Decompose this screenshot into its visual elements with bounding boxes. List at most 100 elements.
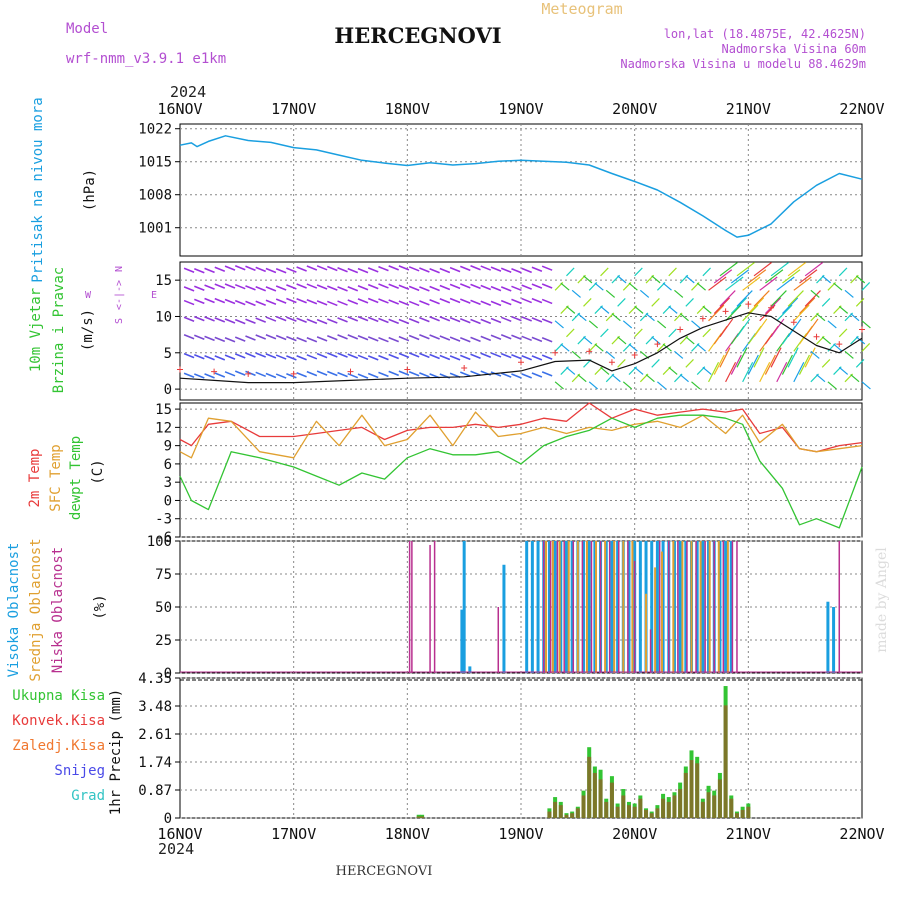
wind-arrow	[804, 290, 821, 307]
wind-arrow	[194, 373, 205, 379]
wind-arrow	[419, 300, 430, 306]
wind-arrow	[702, 328, 711, 338]
conv-precip-bar	[644, 809, 649, 818]
wind-arrow	[286, 267, 297, 273]
wind-arrow	[838, 267, 848, 277]
wind-arrow	[306, 318, 318, 324]
wind-arrow	[691, 381, 701, 390]
wind-gust-mark	[745, 301, 752, 308]
wind-arrow	[861, 381, 871, 390]
wind-arrow	[255, 300, 267, 306]
conv-precip-bar	[695, 763, 700, 818]
wind-arrow	[234, 299, 246, 306]
wind-arrow	[685, 275, 695, 284]
wind-gust-mark	[699, 315, 706, 322]
wind-gust-mark	[677, 326, 684, 333]
wind-arrow	[265, 353, 277, 359]
y-tick-label: 4.35	[138, 671, 172, 687]
wind-arrow	[265, 372, 277, 379]
wind-arrow	[408, 370, 420, 377]
y-tick-label: -6	[155, 530, 172, 546]
wind-arrow	[541, 265, 553, 271]
conv-precip-bar	[570, 813, 575, 818]
x-tick-top: 20NOV	[612, 100, 657, 118]
model-altitude-label: Nadmorska Visina u modelu 88.4629m	[620, 57, 866, 71]
mid-cloud-bar	[631, 541, 634, 673]
cloud-mid-label: Srednja Oblacnost	[28, 538, 44, 681]
wind-arrow	[622, 381, 633, 390]
wind-arrow	[588, 320, 598, 329]
wind-arrow	[306, 283, 318, 289]
wind-arrow	[183, 267, 195, 273]
wind-arrow	[793, 361, 805, 383]
wind-arrow	[861, 343, 871, 352]
wind-arrow	[850, 374, 860, 383]
compass-west: W	[85, 290, 92, 301]
low-cloud-bar	[677, 541, 679, 673]
wind-arrow	[245, 300, 256, 307]
wind-arrow	[214, 317, 226, 323]
high-cloud-bar	[832, 607, 836, 673]
high-cloud-bar	[724, 541, 728, 673]
high-cloud-bar	[604, 541, 608, 673]
wind-arrow	[736, 262, 755, 277]
high-cloud-bar	[536, 541, 540, 673]
year-label-top: 2024	[170, 83, 206, 101]
wind-arrow	[275, 268, 287, 274]
wind-arrow	[388, 265, 399, 271]
temp-unit: (C)	[90, 459, 106, 484]
wind-arrow	[449, 355, 461, 361]
wind-arrow	[234, 283, 246, 290]
wind-arrow	[296, 266, 307, 272]
wind-arrow	[470, 283, 481, 290]
wind-arrow	[810, 350, 820, 359]
wind-arrow	[668, 328, 677, 338]
y-tick-label: 3	[164, 475, 172, 491]
wind-arrow	[765, 269, 784, 284]
wind-arrow	[521, 335, 532, 342]
wind-arrow	[810, 289, 820, 298]
lonlat-label: lon,lat (18.4875E, 42.4625N)	[664, 27, 866, 41]
wind-arrow	[605, 350, 616, 359]
wind-arrow	[470, 370, 481, 376]
y-tick-label: 0	[164, 811, 172, 827]
wind-arrow	[736, 347, 748, 368]
mid-cloud-bar	[660, 551, 663, 673]
wind-arrow	[511, 285, 522, 292]
marks-layer	[177, 135, 871, 818]
wind-arrow	[306, 336, 318, 343]
wind-arrow	[500, 372, 512, 378]
wind-arrow	[183, 299, 195, 306]
y-tick-label: 0	[164, 493, 172, 509]
conv-precip-bar	[626, 805, 631, 818]
wind-arrow	[679, 313, 689, 322]
conv-precip-bar	[558, 805, 563, 818]
wind-arrow	[531, 372, 543, 378]
mid-cloud-bar	[672, 541, 675, 673]
wind-arrow	[571, 350, 581, 359]
wind-gust-mark	[859, 326, 865, 333]
wind-arrow	[337, 371, 348, 378]
wind-arrow	[759, 276, 778, 291]
wind-arrow	[234, 318, 246, 325]
wind-arrow	[736, 290, 753, 307]
wind-arrow	[668, 305, 678, 314]
wind-arrow	[725, 276, 744, 291]
wind-arrow	[327, 370, 338, 377]
wind-arrow	[753, 347, 765, 368]
wind-arrow	[306, 299, 318, 305]
wind-arrow	[224, 283, 236, 289]
wind-arrow	[713, 297, 730, 314]
wind-arrow	[439, 267, 451, 274]
y-tick-label: 1022	[138, 122, 172, 138]
wind-arrow	[429, 285, 440, 292]
conv-precip-bar	[609, 782, 614, 818]
wind-arrow	[511, 315, 522, 322]
low-cloud-bar	[408, 541, 411, 673]
wind-arrow	[367, 283, 379, 290]
high-cloud-bar	[650, 541, 654, 673]
wind-arrow	[275, 373, 287, 379]
y-tick-label: 15	[155, 273, 172, 289]
high-cloud-bar	[826, 601, 830, 673]
wind-arrow	[194, 268, 205, 274]
